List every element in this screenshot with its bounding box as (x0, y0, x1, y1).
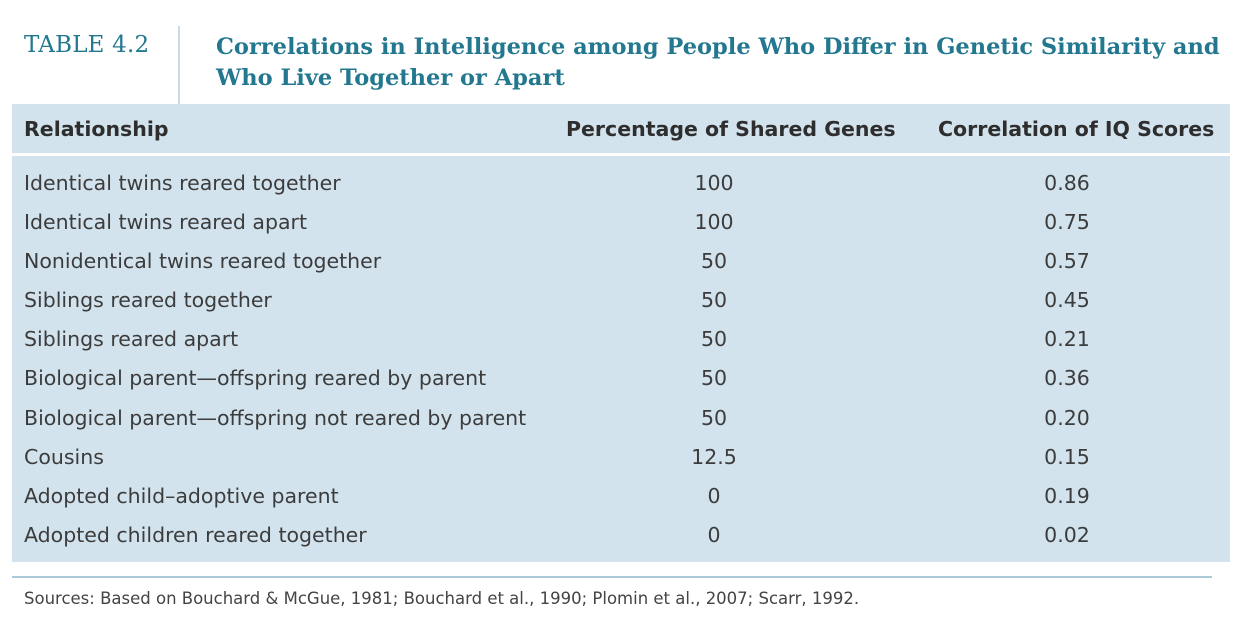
shared-genes-value: 50 (700, 288, 728, 313)
table-row: Nonidentical twins reared together 50 0.… (12, 244, 1230, 283)
iq-correlation-value: 0.15 (1044, 444, 1090, 469)
iq-correlation-value: 0.19 (1044, 483, 1090, 508)
iq-correlation-value: 0.57 (1044, 249, 1090, 274)
table-title: Correlations in Intelligence among Peopl… (216, 34, 1220, 91)
table-row: Identical twins reared together 100 0.86 (12, 166, 1230, 205)
column-header-iq-correlation: Correlation of IQ Scores (938, 117, 1215, 141)
column-header-relationship: Relationship (24, 117, 169, 141)
iq-correlation-value: 0.36 (1044, 366, 1090, 391)
relationship-cell: Adopted children reared together (24, 522, 367, 547)
data-table: Relationship Percentage of Shared Genes … (12, 104, 1230, 562)
shared-genes-value: 0 (707, 522, 721, 547)
column-header-shared-genes: Percentage of Shared Genes (566, 117, 896, 141)
relationship-cell: Identical twins reared together (24, 171, 341, 195)
shared-genes-value: 50 (700, 366, 728, 391)
table-row: Biological parent—offspring reared by pa… (12, 361, 1230, 400)
shared-genes-value: 50 (700, 249, 728, 274)
shared-genes-value: 12.5 (691, 444, 737, 469)
relationship-cell: Biological parent—offspring not reared b… (24, 405, 527, 430)
relationship-cell: Cousins (24, 444, 104, 469)
iq-correlation-value: 0.86 (1044, 171, 1090, 195)
iq-correlation-value: 0.21 (1044, 327, 1090, 352)
header-rule (12, 153, 1230, 156)
table-body: Identical twins reared together 100 0.86… (12, 166, 1230, 557)
relationship-cell: Adopted child–adoptive parent (24, 483, 339, 508)
table-row: Siblings reared together 50 0.45 (12, 283, 1230, 322)
table-row: Adopted child–adoptive parent 0 0.19 (12, 479, 1230, 518)
shared-genes-value: 50 (700, 405, 728, 430)
table-row: Identical twins reared apart 100 0.75 (12, 205, 1230, 244)
sources-note: Sources: Based on Bouchard & McGue, 1981… (24, 589, 860, 608)
iq-correlation-value: 0.45 (1044, 288, 1090, 313)
table-header: TABLE 4.2 Correlations in Intelligence a… (0, 0, 1254, 104)
relationship-cell: Biological parent—offspring reared by pa… (24, 366, 487, 391)
shared-genes-value: 50 (700, 327, 728, 352)
header-divider (178, 26, 180, 104)
relationship-cell: Siblings reared together (24, 288, 272, 313)
table-row: Biological parent—offspring not reared b… (12, 401, 1230, 440)
table-row: Adopted children reared together 0 0.02 (12, 518, 1230, 557)
shared-genes-value: 100 (694, 210, 734, 235)
iq-correlation-value: 0.02 (1044, 522, 1090, 547)
table-row: Cousins 12.5 0.15 (12, 440, 1230, 479)
table-row: Siblings reared apart 50 0.21 (12, 322, 1230, 361)
relationship-cell: Nonidentical twins reared together (24, 249, 382, 274)
shared-genes-value: 0 (707, 483, 721, 508)
table-number: TABLE 4.2 (24, 32, 150, 58)
relationship-cell: Identical twins reared apart (24, 210, 308, 235)
bottom-rule (12, 576, 1212, 578)
column-header-row: Relationship Percentage of Shared Genes … (12, 104, 1230, 154)
iq-correlation-value: 0.20 (1044, 405, 1090, 430)
shared-genes-value: 100 (694, 171, 734, 195)
relationship-cell: Siblings reared apart (24, 327, 239, 352)
iq-correlation-value: 0.75 (1044, 210, 1090, 235)
